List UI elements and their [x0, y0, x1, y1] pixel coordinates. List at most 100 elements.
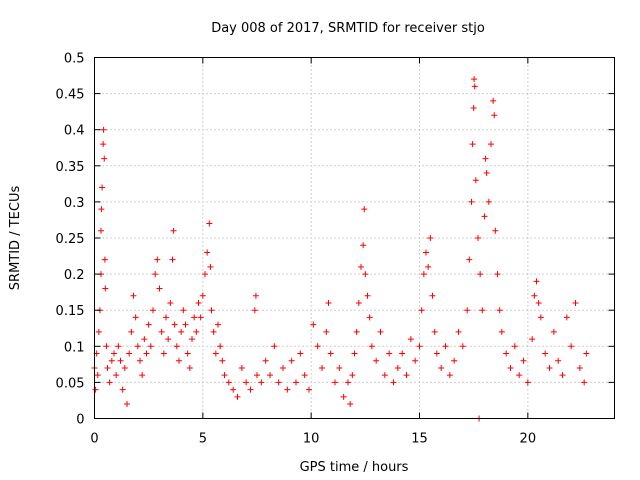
- data-point: [468, 198, 475, 205]
- data-point: [206, 220, 213, 227]
- data-point: [351, 350, 358, 357]
- data-point: [314, 343, 321, 350]
- data-point: [150, 307, 156, 314]
- data-point: [170, 227, 177, 234]
- data-point: [340, 393, 347, 400]
- x-tick-label: 20: [520, 432, 537, 447]
- data-point: [100, 126, 107, 133]
- data-point: [347, 401, 354, 408]
- data-point: [464, 307, 471, 314]
- data-point: [490, 97, 497, 104]
- data-point: [568, 343, 575, 350]
- data-point: [310, 321, 317, 328]
- data-point: [212, 350, 219, 357]
- data-point: [128, 328, 135, 335]
- data-point: [418, 307, 425, 314]
- data-point: [327, 350, 334, 357]
- plot-frame: [94, 57, 615, 419]
- data-point: [361, 206, 368, 213]
- data-point: [507, 364, 514, 371]
- data-point: [542, 350, 549, 357]
- data-point: [103, 343, 110, 350]
- data-point: [258, 379, 265, 386]
- data-point: [156, 285, 163, 292]
- data-point: [470, 105, 477, 112]
- data-point: [386, 350, 393, 357]
- data-point: [471, 76, 478, 83]
- data-point: [332, 379, 338, 386]
- data-point: [124, 401, 130, 408]
- y-tick-label: 0.5: [64, 52, 85, 67]
- y-tick-label: 0.35: [56, 160, 85, 175]
- data-point: [178, 328, 185, 335]
- data-point: [498, 328, 505, 335]
- y-tick-label: 0.45: [56, 88, 85, 103]
- data-point: [243, 379, 250, 386]
- data-point: [193, 328, 200, 335]
- data-point: [362, 271, 369, 278]
- data-point: [180, 307, 187, 314]
- data-point: [160, 350, 167, 357]
- data-point: [165, 336, 172, 343]
- data-point: [219, 357, 226, 364]
- data-point: [111, 350, 117, 357]
- data-point: [204, 249, 211, 256]
- data-point: [297, 350, 304, 357]
- data-point: [121, 364, 128, 371]
- data-point: [488, 141, 494, 148]
- data-point: [207, 263, 214, 270]
- data-point: [576, 364, 583, 371]
- data-point: [108, 357, 115, 364]
- data-point: [533, 278, 540, 285]
- y-axis-ticks: 0 0.05 0.1 0.15 0.2 0.25 0.3 0.35 0.4 0.45 0.5: [56, 52, 615, 428]
- data-point: [491, 112, 498, 119]
- data-point: [323, 328, 330, 335]
- data-point: [147, 343, 154, 350]
- data-point: [364, 292, 371, 299]
- data-point: [479, 307, 486, 314]
- data-point: [208, 307, 215, 314]
- data-point: [152, 271, 159, 278]
- data-point: [345, 379, 351, 386]
- data-point: [471, 83, 478, 90]
- data-point: [492, 227, 499, 234]
- data-point: [477, 271, 484, 278]
- y-tick-label: 0.1: [64, 340, 85, 355]
- data-point: [475, 235, 481, 241]
- data-point: [368, 343, 375, 350]
- data-point: [106, 379, 113, 386]
- data-point: [293, 379, 299, 386]
- data-point: [446, 372, 453, 379]
- data-point: [163, 314, 169, 321]
- data-point: [535, 299, 542, 306]
- data-point: [171, 321, 178, 328]
- data-point: [169, 256, 176, 263]
- data-point: [433, 350, 440, 357]
- data-point: [416, 343, 423, 350]
- data-point: [113, 372, 120, 379]
- data-point: [230, 386, 237, 393]
- data-point: [355, 299, 362, 306]
- data-point: [252, 292, 259, 299]
- data-point: [373, 357, 380, 364]
- y-tick-label: 0.3: [64, 196, 85, 211]
- data-point: [195, 299, 202, 306]
- data-point: [466, 256, 473, 263]
- data-point: [134, 343, 141, 350]
- data-point: [455, 328, 462, 335]
- data-point: [119, 386, 126, 393]
- data-point: [483, 170, 490, 177]
- data-point: [139, 372, 146, 379]
- data-point: [101, 155, 108, 162]
- data-point: [215, 321, 221, 328]
- data-point: [202, 271, 208, 278]
- data-point: [145, 321, 152, 328]
- data-point: [550, 328, 557, 335]
- data-point: [225, 379, 232, 386]
- data-point: [247, 386, 254, 393]
- data-point: [563, 314, 570, 321]
- data-point: [442, 343, 449, 350]
- data-point: [531, 292, 538, 299]
- y-tick-label: 0: [76, 413, 84, 428]
- data-point: [423, 249, 429, 256]
